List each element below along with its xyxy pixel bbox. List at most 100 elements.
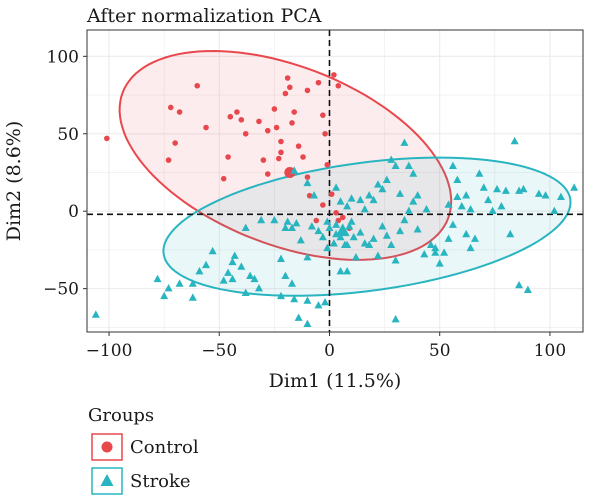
stroke-point [257,215,266,224]
stroke-point [325,223,334,231]
control-point [271,106,278,112]
stroke-point [288,279,297,287]
stroke-point [396,226,405,235]
stroke-point [336,267,345,275]
stroke-point [303,253,312,261]
stroke-point [378,184,387,193]
axis-ticks: −100 −50 0 50 100 −50 0 50 100 [43,47,566,361]
stroke-point [219,276,228,284]
stroke-point [246,271,255,280]
control-point [264,127,271,134]
stroke-point [400,215,409,224]
control-point [242,130,249,137]
stroke-point [523,285,532,293]
stroke-point [314,301,323,309]
stroke-point [290,166,299,174]
legend: Groups Control Stroke [88,405,199,495]
stroke-point [431,248,440,256]
y-tick-label: −50 [43,280,79,300]
stroke-point [431,243,440,252]
stroke-point [270,215,279,224]
stroke-point [343,201,352,210]
control-point [328,191,335,197]
stroke-point [413,225,422,233]
stroke-point [435,259,444,267]
stroke-point [153,274,162,283]
stroke-point [493,184,502,193]
control-point [322,130,328,137]
stroke-point [208,246,217,255]
stroke-point [444,234,453,242]
stroke-point [369,195,378,204]
stroke-point [224,268,233,276]
stroke-point [365,240,374,249]
x-axis-title: Dim1 (11.5%) [269,370,402,392]
legend-title: Groups [88,405,154,426]
stroke-point [479,183,488,191]
stroke-point [373,180,382,188]
control-point [260,157,267,163]
stroke-point [202,260,211,269]
stroke-point [164,284,173,292]
stroke-point [303,178,312,187]
stroke-point [307,222,316,230]
stroke-point [188,279,197,287]
stroke-point [356,228,365,236]
stroke-point [250,274,259,283]
stroke-point [195,267,204,275]
stroke-point-mean [335,223,350,237]
confidence-ellipses [118,49,572,297]
stroke-point [351,253,360,261]
stroke-point [314,226,323,235]
stroke-point [382,175,391,183]
stroke-point [294,313,303,321]
stroke-point [296,236,305,244]
stroke-point [228,274,237,283]
stroke-point [343,240,352,249]
stroke-point [292,218,301,227]
stroke-point [241,223,250,231]
stroke-point [391,256,400,264]
control-point [264,171,271,177]
stroke-point [237,262,246,270]
stroke-point [457,201,466,210]
chart-title: After normalization PCA [86,5,322,27]
reference-lines [87,30,583,332]
stroke-point [515,280,524,289]
control-point [320,202,326,208]
legend-label-stroke: Stroke [130,471,191,492]
stroke-point [462,191,471,199]
stroke-point [387,240,396,249]
control-point [278,138,284,145]
stroke-point [332,183,341,191]
stroke-point [360,205,369,213]
stroke-point [556,192,565,201]
stroke-point [228,257,237,266]
control-point [304,87,311,94]
stroke-point [420,249,429,258]
stroke-point [329,239,338,247]
stroke-point [349,232,358,241]
control-point [104,135,110,142]
stroke-point [396,189,405,197]
stroke-point [382,231,391,239]
control-point [225,154,231,160]
stroke-point [448,161,457,170]
stroke-point [276,291,285,300]
stroke-point [91,310,100,318]
control-point [304,174,311,180]
stroke-point [230,251,239,259]
control-point [339,214,346,221]
stroke-point [448,220,457,228]
legend-marker-stroke [100,474,114,486]
stroke-point [303,296,312,304]
stroke-point [391,161,400,170]
stroke-point [466,243,475,252]
stroke-point [160,291,169,300]
plot-border [86,29,584,333]
stroke-point [281,223,290,231]
control-point [227,113,234,120]
x-tick-label: 50 [429,341,451,361]
stroke-point [303,319,312,328]
grid-lines [87,30,583,332]
